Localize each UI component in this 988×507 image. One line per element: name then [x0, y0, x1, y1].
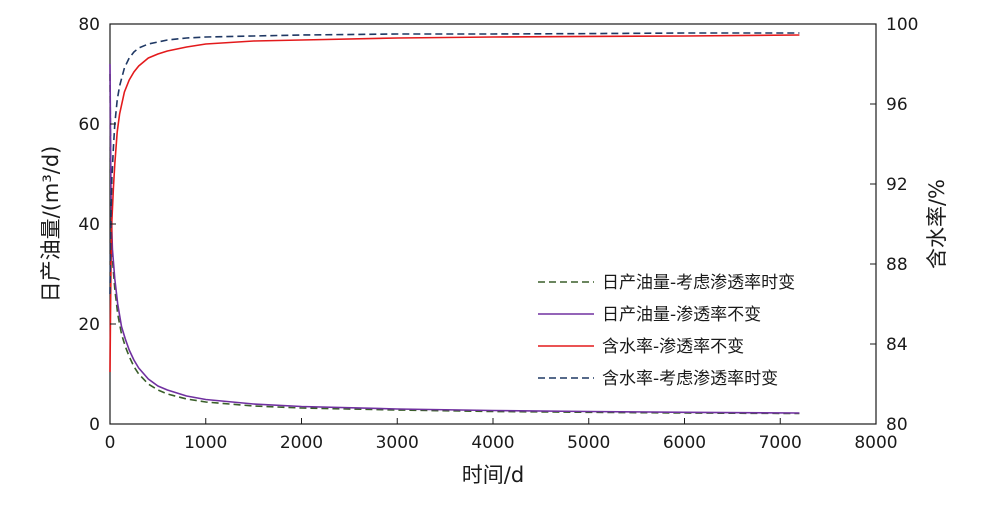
series-line-3: [109, 34, 800, 373]
y-left-tick-label: 60: [78, 115, 100, 135]
series-line-1: [109, 73, 800, 415]
y-right-tick-label: 96: [886, 95, 908, 115]
axis-ticks: 0 1000 2000 3000 4000 5000 6000 7000 8000 0 20 40 60…: [78, 15, 918, 453]
y-left-tick-label: 80: [78, 15, 100, 35]
y-right-tick-label: 100: [886, 15, 918, 35]
series-line-2: [109, 63, 800, 414]
y-left-tick-label: 0: [89, 415, 100, 435]
legend-label-3: 含水率-渗透率不变: [602, 337, 744, 357]
series-lines: [109, 32, 800, 415]
plot-area-border: [109, 23, 877, 425]
x-axis-title: 时间/d: [462, 463, 524, 487]
legend: 日产油量-考虑渗透率时变日产油量-渗透率不变含水率-渗透率不变含水率-考虑渗透率…: [538, 273, 795, 389]
x-tick-label: 0: [105, 433, 116, 453]
x-tick-label: 1000: [184, 433, 227, 453]
y-right-tick-label: 88: [886, 255, 908, 275]
y-right-tick-label: 92: [886, 175, 908, 195]
x-tick-label: 3000: [376, 433, 419, 453]
legend-label-1: 日产油量-考虑渗透率时变: [602, 273, 795, 293]
x-tick-label: 8000: [854, 433, 897, 453]
x-tick-label: 6000: [663, 433, 706, 453]
x-tick-label: 5000: [567, 433, 610, 453]
plot-frame: [109, 23, 877, 425]
series-line-4: [109, 32, 800, 295]
y-left-axis-title: 日产油量/(m³/d): [39, 146, 63, 303]
x-tick-label: 7000: [759, 433, 802, 453]
x-tick-label: 4000: [471, 433, 514, 453]
y-right-tick-label: 80: [886, 415, 908, 435]
legend-label-2: 日产油量-渗透率不变: [602, 305, 761, 325]
legend-label-4: 含水率-考虑渗透率时变: [602, 369, 778, 389]
y-right-axis-title: 含水率/%: [925, 179, 949, 269]
y-left-tick-label: 20: [78, 315, 100, 335]
y-left-tick-label: 40: [78, 215, 100, 235]
y-right-tick-label: 84: [886, 335, 908, 355]
x-tick-label: 2000: [280, 433, 323, 453]
